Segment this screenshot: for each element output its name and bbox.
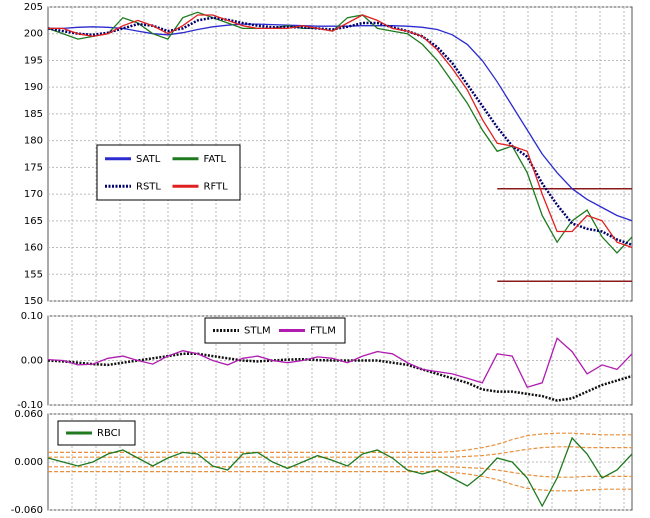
series-line	[47, 16, 633, 247]
legend-label: RBCI	[97, 428, 121, 439]
legend-label: SATL	[136, 154, 161, 165]
y-tick-label: 150	[24, 296, 43, 307]
series-line	[48, 14, 633, 249]
y-tick-label: 185	[24, 109, 43, 120]
legend-label: RFTL	[204, 181, 229, 192]
series-line	[47, 436, 633, 508]
y-tick-label: 190	[24, 82, 43, 93]
y-tick-label: 180	[24, 136, 43, 147]
y-tick-label: 155	[24, 269, 43, 280]
y-tick-label: 160	[24, 243, 43, 254]
legend-box	[96, 144, 241, 201]
band-line	[48, 432, 632, 453]
legend-label: FATL	[204, 154, 227, 165]
series-line	[48, 23, 633, 222]
y-tick-label: 0.00	[21, 356, 43, 367]
y-tick-label: 165	[24, 216, 43, 227]
y-tick-label: -0.060	[11, 505, 43, 516]
y-tick-label: 0.10	[21, 311, 43, 322]
y-tick-label: 170	[24, 189, 43, 200]
series-line	[47, 337, 633, 388]
legend-label: RSTL	[136, 181, 161, 192]
band-line	[48, 471, 632, 492]
band-line	[48, 446, 632, 458]
y-tick-label: 205	[24, 2, 43, 13]
y-tick-label: 175	[24, 162, 43, 173]
y-tick-label: 195	[24, 55, 43, 66]
y-tick-label: 0.060	[14, 409, 43, 420]
y-tick-label: 0.000	[14, 457, 43, 468]
band-line	[48, 466, 632, 478]
y-tick-label: -0.10	[17, 400, 43, 411]
legend-label: STLM	[244, 326, 271, 337]
legend-label: FTLM	[310, 326, 336, 337]
series-line	[47, 11, 633, 254]
y-tick-label: 200	[24, 29, 43, 40]
